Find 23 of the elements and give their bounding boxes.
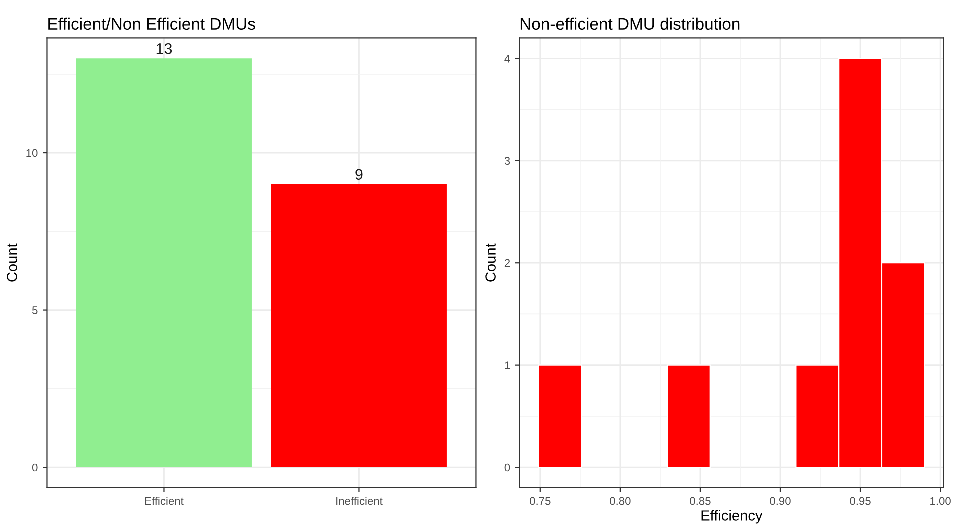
- y-tick-label: 10: [26, 149, 38, 158]
- y-tick-label: 0: [32, 464, 38, 472]
- x-tick-label: Inefficient: [336, 497, 383, 506]
- y-tick-label: 2: [504, 259, 510, 268]
- x-axis-title: Efficiency: [702, 510, 763, 524]
- x-tick-label: 1.00: [930, 497, 951, 506]
- x-tick-label: 0.75: [530, 497, 551, 506]
- chart-title: Non-efficient DMU distribution: [520, 18, 740, 30]
- x-tick-label: 0.95: [850, 497, 871, 506]
- data-label: 13: [156, 43, 172, 54]
- y-tick-label: 3: [504, 157, 510, 166]
- x-tick-label: 0.85: [690, 497, 711, 506]
- y-axis-title: Count: [7, 244, 18, 282]
- data-label: 9: [356, 169, 363, 180]
- y-tick-label: 4: [504, 55, 510, 63]
- y-axis-title: Count: [486, 244, 496, 282]
- x-tick-label: 0.90: [770, 497, 791, 506]
- x-tick-label: 0.80: [610, 497, 631, 506]
- x-tick-label: Efficient: [145, 497, 184, 506]
- y-tick-label: 0: [504, 464, 510, 472]
- y-tick-label: 5: [32, 306, 38, 314]
- chart-title: Efficient/Non Efficient DMUs: [48, 18, 256, 30]
- y-tick-label: 1: [505, 362, 510, 370]
